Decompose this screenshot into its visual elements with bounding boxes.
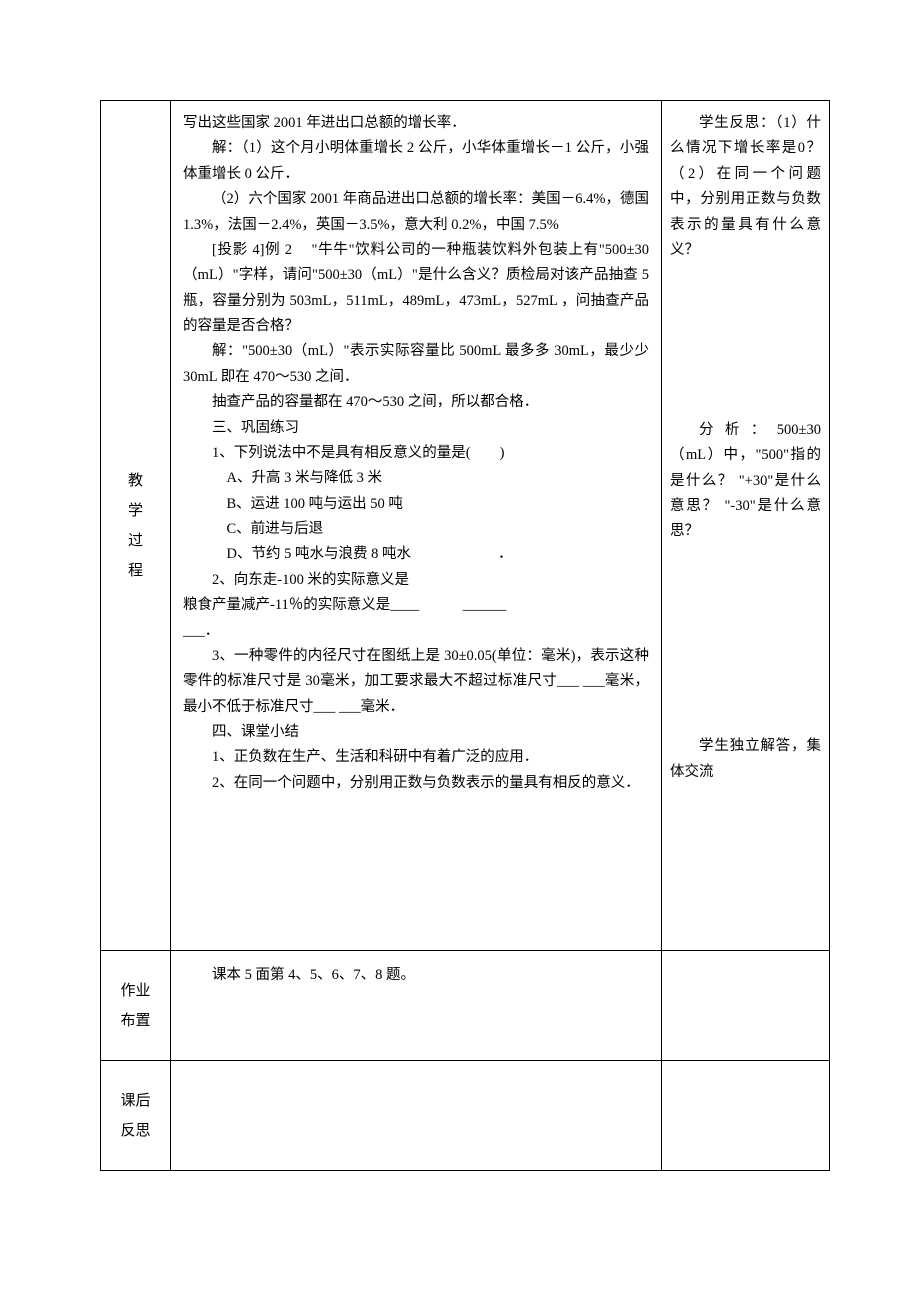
option: C、前进与后退 [183, 517, 649, 542]
paragraph: （2）六个国家 2001 年商品进出口总额的增长率：美国－6.4%，德国 1.3… [183, 187, 649, 238]
label-reflection: 课后 反思 [101, 1061, 171, 1171]
paragraph: 解："500±30（mL）"表示实际容量比 500mL 最多多 30mL，最少少… [183, 339, 649, 390]
question: 3、一种零件的内径尺寸在图纸上是 30±0.05(单位：毫米)，表示这种零件的标… [183, 644, 649, 720]
question: 2、向东走-100 米的实际意义是 [183, 568, 649, 593]
label-line: 布置 [120, 1006, 150, 1036]
question: 1、下列说法中不是具有相反意义的量是( ) [183, 441, 649, 466]
label-homework: 作业 布置 [101, 951, 171, 1061]
option: D、节约 5 吨水与浪费 8 吨水 ． [183, 542, 649, 567]
summary-item: 2、在同一个问题中，分别用正数与负数表示的量具有相反的意义． [183, 771, 649, 796]
paragraph: [投影 4]例 2 "牛牛"饮料公司的一种瓶装饮料外包装上有"500±30（mL… [183, 238, 649, 340]
question-cont: 粮食产量减产-11％的实际意义是____ ______ [183, 593, 649, 618]
paragraph: 解：（1）这个月小明体重增长 2 公斤，小华体重增长－1 公斤，小强体重增长 0… [183, 136, 649, 187]
homework-content: 课本 5 面第 4、5、6、7、8 题。 [171, 951, 662, 1061]
label-char: 过 [128, 526, 143, 556]
option: B、运进 100 吨与运出 50 吨 [183, 492, 649, 517]
question-cont: ___． [183, 619, 649, 644]
label-line: 作业 [120, 976, 150, 1006]
label-char: 学 [128, 496, 143, 526]
homework-text: 课本 5 面第 4、5、6、7、8 题。 [183, 961, 649, 988]
option: A、升高 3 米与降低 3 米 [183, 466, 649, 491]
section-title: 三、巩固练习 [183, 416, 649, 441]
note: 学生反思：（1）什么情况下增长率是0？ （2）在同一个问题中，分别用正数与负数表… [670, 111, 821, 263]
label-char: 程 [128, 556, 143, 586]
label-teaching-process: 教 学 过 程 [101, 101, 171, 951]
label-line: 课后 [120, 1086, 150, 1116]
note: 分析：500±30（mL）中，"500"指的是什么？ "+30"是什么意思？ "… [670, 418, 821, 545]
homework-notes [662, 951, 830, 1061]
note: 学生独立解答，集体交流 [670, 734, 821, 785]
reflection-notes [662, 1061, 830, 1171]
teaching-content: 写出这些国家 2001 年进出口总额的增长率． 解：（1）这个月小明体重增长 2… [171, 101, 662, 951]
section-title: 四、课堂小结 [183, 720, 649, 745]
reflection-content [171, 1061, 662, 1171]
label-char: 教 [128, 466, 143, 496]
paragraph: 写出这些国家 2001 年进出口总额的增长率． [183, 111, 649, 136]
summary-item: 1、正负数在生产、生活和科研中有着广泛的应用． [183, 745, 649, 770]
paragraph: 抽查产品的容量都在 470～530 之间，所以都合格． [183, 390, 649, 415]
notes-column: 学生反思：（1）什么情况下增长率是0？ （2）在同一个问题中，分别用正数与负数表… [662, 101, 830, 951]
label-line: 反思 [120, 1116, 150, 1146]
